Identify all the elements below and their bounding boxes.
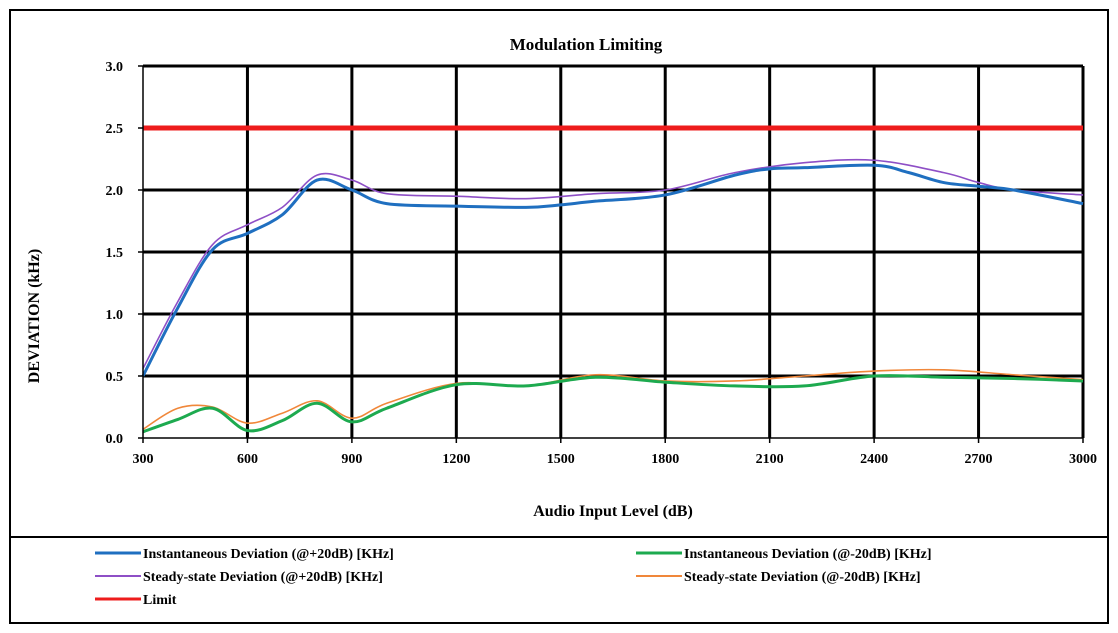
x-tick-label: 1500: [547, 452, 575, 467]
x-tick-label: 3000: [1069, 452, 1097, 467]
legend-label: Limit: [143, 593, 177, 608]
legend: Instantaneous Deviation (@+20dB) [KHz] In…: [95, 547, 932, 608]
legend-label: Steady-state Deviation (@-20dB) [KHz]: [684, 570, 921, 585]
x-tick-label: 900: [341, 452, 362, 467]
chart-frame: [9, 9, 1109, 624]
y-tick-label: 0.0: [106, 432, 124, 447]
legend-label: Instantaneous Deviation (@-20dB) [KHz]: [684, 547, 932, 562]
y-tick-label: 1.5: [106, 246, 124, 261]
grid: [143, 64, 1085, 438]
series-line-0: [141, 163, 1084, 377]
series-line-1: [142, 374, 1084, 434]
chart-title: Modulation Limiting: [510, 35, 663, 54]
axes: [138, 65, 1084, 443]
x-tick-label: 1200: [442, 452, 470, 467]
series-line-2: [142, 158, 1084, 369]
x-tick-label: 600: [237, 452, 258, 467]
y-axis-label: DEVIATION (kHz): [26, 249, 43, 383]
legend-label: Steady-state Deviation (@+20dB) [KHz]: [143, 570, 383, 585]
legend-label: Instantaneous Deviation (@+20dB) [KHz]: [143, 547, 394, 562]
y-tick-label: 1.0: [106, 308, 124, 323]
x-tick-label: 300: [133, 452, 154, 467]
y-tick-label: 2.0: [106, 184, 124, 199]
y-tick-label: 0.5: [106, 370, 124, 385]
x-axis-label: Audio Input Level (dB): [533, 503, 693, 520]
x-tick-label: 2100: [756, 452, 784, 467]
tick-labels: 300 600 900 1200 1500 1800 2100 2400 2700 3000 0.0…: [106, 60, 1098, 467]
y-tick-label: 3.0: [106, 60, 124, 75]
x-tick-label: 2400: [860, 452, 888, 467]
x-tick-label: 1800: [651, 452, 679, 467]
y-tick-label: 2.5: [106, 122, 124, 137]
x-tick-label: 2700: [965, 452, 993, 467]
series-layer: [141, 125, 1084, 434]
